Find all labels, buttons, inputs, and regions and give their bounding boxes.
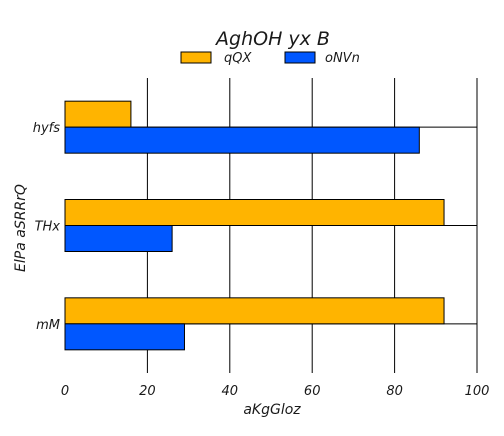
bar-2-THx <box>65 226 172 252</box>
x-axis-label: aKgGloz <box>243 402 301 418</box>
bar-1-hyfs <box>65 101 131 127</box>
x-tick-label: 20 <box>139 384 156 399</box>
x-tick-label: 40 <box>222 384 239 399</box>
bar-1-THx <box>65 200 444 226</box>
y-axis-label: ElPa aSRRrQ <box>13 184 29 272</box>
bar-2-hyfs <box>65 127 419 153</box>
legend-swatch-series-2 <box>285 52 315 63</box>
y-tick-label: THx <box>35 220 61 235</box>
bar-1-mM <box>65 298 444 324</box>
legend-label-series-2: oNVn <box>325 51 360 66</box>
x-tick-label: 80 <box>386 384 403 399</box>
bars <box>65 101 444 350</box>
x-tick-labels: 0 20 40 60 80 100 <box>61 384 490 399</box>
x-tick-label: 0 <box>61 384 69 399</box>
legend-label-series-1: qQX <box>224 51 252 66</box>
x-tick-label: 100 <box>465 384 490 399</box>
legend: qQX oNVn <box>181 51 360 66</box>
y-tick-label: hyfs <box>33 121 61 136</box>
x-tick-label: 60 <box>304 384 321 399</box>
y-tick-labels: hyfs THx mM <box>33 121 61 333</box>
y-tick-label: mM <box>36 318 60 333</box>
bar-2-mM <box>65 324 184 350</box>
legend-swatch-series-1 <box>181 52 211 63</box>
chart-title: AghOH yx B <box>214 28 330 50</box>
